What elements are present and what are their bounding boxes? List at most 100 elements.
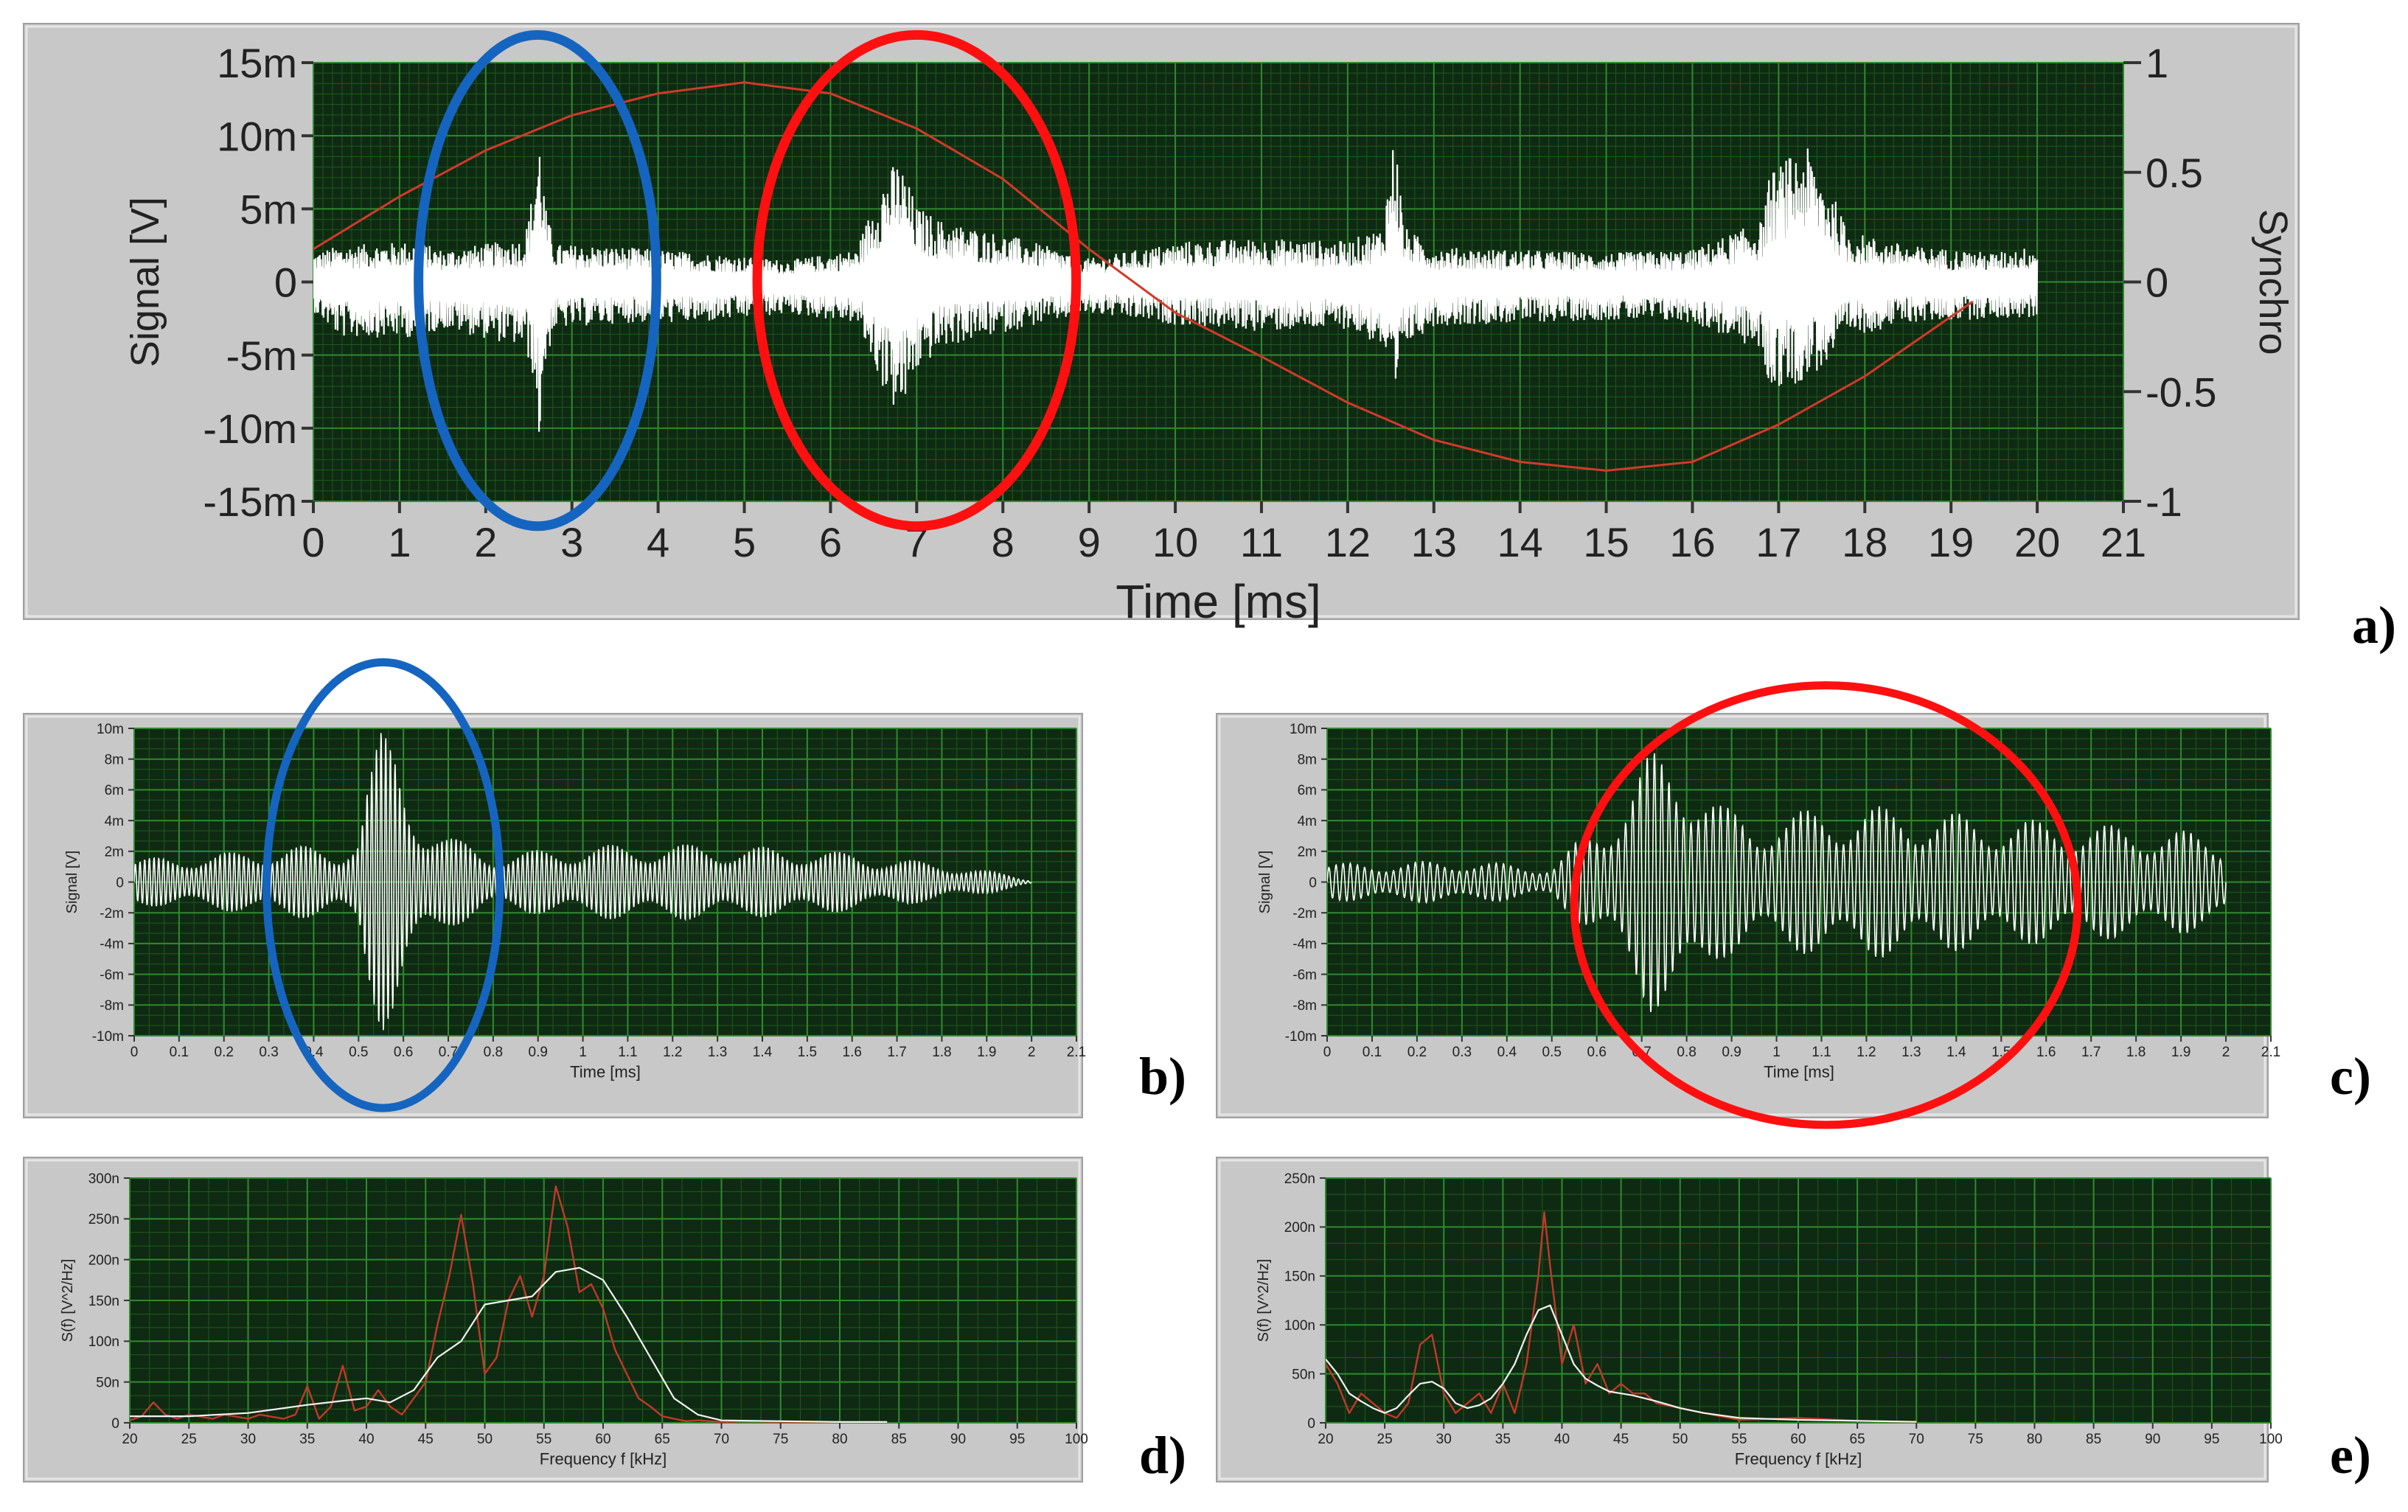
x-tick-label: 12 [1325, 519, 1371, 565]
x-tick-label: 45 [1613, 1432, 1629, 1447]
x-tick-label: 25 [181, 1432, 197, 1447]
x-tick-label: 14 [1497, 519, 1543, 565]
x-tick-label: 1.3 [708, 1045, 727, 1060]
x-axis-title: Time [ms] [1116, 575, 1321, 628]
y2-tick-label: 0 [2146, 259, 2168, 306]
spectrum-smoothed-trace [130, 1267, 888, 1423]
x-tick-label: 30 [240, 1432, 256, 1447]
x-tick-label: 0.2 [1407, 1045, 1427, 1060]
x-tick-label: 18 [1842, 519, 1887, 565]
x-tick-label: 20 [2014, 519, 2060, 565]
x-tick-label: 21 [2101, 519, 2146, 565]
x-tick-label: 1.8 [2126, 1045, 2146, 1060]
x-tick-label: 1 [1772, 1045, 1781, 1060]
x-tick-label: 20 [122, 1432, 137, 1447]
y-tick-label: 6m [105, 783, 124, 798]
x-tick-label: 4 [647, 519, 669, 565]
y-tick-label: 150n [88, 1294, 119, 1309]
x-tick-label: 1.8 [932, 1045, 951, 1060]
x-tick-label: 0.6 [1587, 1045, 1607, 1060]
highlight-ellipse-red [1570, 681, 2082, 1129]
y-tick-label: 10m [97, 722, 124, 737]
y-tick-label: 100n [1284, 1318, 1315, 1334]
y-tick-label: 0 [116, 875, 124, 891]
y-tick-label: -8m [100, 998, 124, 1014]
x-tick-label: 0.7 [439, 1045, 458, 1060]
y-tick-label: 10m [1290, 722, 1317, 737]
y-tick-label: 6m [1298, 783, 1317, 798]
x-tick-label: 50 [1672, 1432, 1688, 1447]
x-tick-label: 0.3 [1452, 1045, 1472, 1060]
x-tick-label: 1.5 [798, 1045, 817, 1060]
y-tick-label: 200n [88, 1253, 119, 1269]
chart-a: 0 1 2 3 4 5 6 7 8 9 10 11 12 13 14 15 16 17 18 19 20 2115m10m… [23, 23, 2300, 628]
y-tick-label: 8m [1298, 753, 1317, 768]
y-tick-label: 10m [217, 113, 297, 159]
y-tick-label: 200n [1284, 1220, 1315, 1236]
y-tick-label: -10m [92, 1029, 124, 1045]
x-tick-label: 100 [1065, 1432, 1088, 1447]
x-tick-label: 90 [2145, 1432, 2160, 1447]
x-tick-label: 0.9 [1722, 1045, 1741, 1060]
y-tick-label: 5m [240, 186, 297, 232]
y-tick-label: -15m [203, 478, 297, 525]
panel-label-d: d) [1139, 1426, 1186, 1485]
y-tick-label: -2m [100, 906, 124, 922]
x-tick-label: 0.5 [349, 1045, 368, 1060]
x-tick-label: 20 [1318, 1432, 1333, 1447]
x-tick-label: 2.1 [2261, 1045, 2280, 1060]
y-tick-label: -2m [1292, 906, 1317, 922]
x-tick-label: 25 [1377, 1432, 1393, 1447]
panel-bevel [25, 1159, 1081, 1480]
y-tick-label: -10m [203, 405, 297, 452]
signal-trace [1327, 753, 2227, 1013]
y2-tick-label: 0.5 [2146, 150, 2203, 196]
x-tick-label: 0.9 [529, 1045, 548, 1060]
x-tick-label: 80 [832, 1432, 847, 1447]
y2-axis-title: Synchro [2251, 209, 2295, 355]
x-tick-label: 1.6 [843, 1045, 862, 1060]
x-tick-label: 85 [2086, 1432, 2101, 1447]
x-tick-label: 1.3 [1901, 1045, 1921, 1060]
y-tick-label: -5m [226, 332, 297, 379]
x-tick-label: 11 [1240, 519, 1283, 565]
y-tick-label: 0 [1307, 1416, 1315, 1432]
x-tick-label: 1.6 [2036, 1045, 2056, 1060]
x-tick-label: 1.7 [2081, 1045, 2101, 1060]
highlight-ellipse-blue [262, 658, 504, 1112]
y-tick-label: 15m [217, 40, 297, 86]
x-axis-title: Time [ms] [570, 1063, 641, 1081]
y-tick-label: 250n [88, 1212, 119, 1227]
y-tick-label: -6m [1292, 967, 1317, 983]
x-tick-label: 40 [358, 1432, 374, 1447]
x-tick-label: 0 [131, 1045, 139, 1060]
traces-c [1327, 753, 2227, 1013]
spectrum-raw-trace [1326, 1211, 1917, 1423]
y-tick-label: -8m [1292, 998, 1317, 1014]
x-tick-label: 2 [474, 519, 497, 565]
x-tick-label: 1.4 [1946, 1045, 1966, 1060]
x-tick-label: 60 [1790, 1432, 1806, 1447]
x-axis-title: Frequency f [kHz] [540, 1450, 667, 1469]
x-tick-label: 0.1 [170, 1045, 189, 1060]
x-axis-title: Time [ms] [1764, 1063, 1834, 1081]
x-tick-label: 65 [655, 1432, 670, 1447]
panel-label-a: a) [2352, 596, 2396, 655]
x-tick-label: 0 [1323, 1045, 1332, 1060]
y-axis-title: S(f) [V^2/Hz] [1256, 1259, 1272, 1342]
x-tick-label: 1.9 [2171, 1045, 2190, 1060]
y-tick-label: 8m [105, 753, 124, 768]
y-axis-title: S(f) [V^2/Hz] [60, 1259, 76, 1342]
x-tick-label: 13 [1411, 519, 1457, 565]
x-tick-label: 2.1 [1067, 1045, 1086, 1060]
x-tick-label: 40 [1554, 1432, 1570, 1447]
x-tick-label: 90 [950, 1432, 966, 1447]
panel-label-e: e) [2330, 1426, 2371, 1485]
y-axis-title: Signal [V] [123, 197, 167, 367]
x-tick-label: 0.5 [1542, 1045, 1562, 1060]
x-tick-label: 60 [595, 1432, 610, 1447]
chart-e: 20 25 30 35 40 45 50 55 60 65 70 75 80 85 90 95 100 250n 2… [1216, 1157, 2283, 1483]
y-tick-label: 50n [96, 1376, 119, 1391]
y-tick-label: 0 [111, 1416, 119, 1432]
